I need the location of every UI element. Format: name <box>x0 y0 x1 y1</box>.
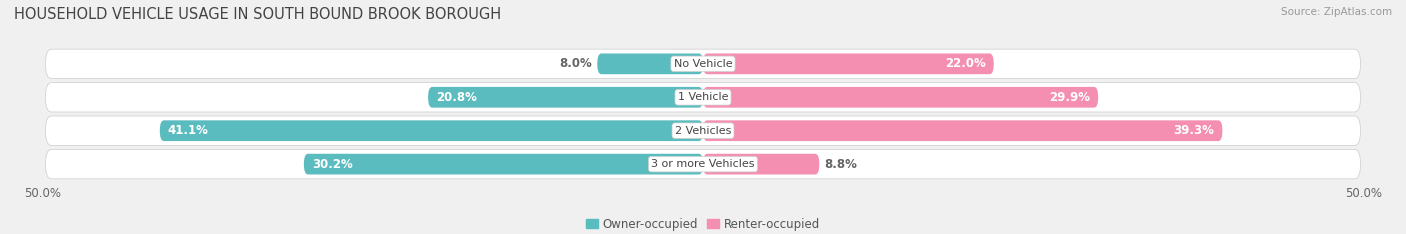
FancyBboxPatch shape <box>45 83 1361 112</box>
Text: 1 Vehicle: 1 Vehicle <box>678 92 728 102</box>
Legend: Owner-occupied, Renter-occupied: Owner-occupied, Renter-occupied <box>581 213 825 234</box>
FancyBboxPatch shape <box>703 54 994 74</box>
FancyBboxPatch shape <box>160 120 703 141</box>
Text: 29.9%: 29.9% <box>1049 91 1090 104</box>
Text: 2 Vehicles: 2 Vehicles <box>675 126 731 136</box>
Text: 22.0%: 22.0% <box>945 57 986 70</box>
FancyBboxPatch shape <box>45 49 1361 79</box>
Text: Source: ZipAtlas.com: Source: ZipAtlas.com <box>1281 7 1392 17</box>
FancyBboxPatch shape <box>427 87 703 108</box>
Text: 30.2%: 30.2% <box>312 158 353 171</box>
FancyBboxPatch shape <box>45 116 1361 145</box>
FancyBboxPatch shape <box>45 150 1361 179</box>
Text: 20.8%: 20.8% <box>436 91 477 104</box>
Text: No Vehicle: No Vehicle <box>673 59 733 69</box>
FancyBboxPatch shape <box>703 154 820 175</box>
Text: HOUSEHOLD VEHICLE USAGE IN SOUTH BOUND BROOK BOROUGH: HOUSEHOLD VEHICLE USAGE IN SOUTH BOUND B… <box>14 7 501 22</box>
Text: 39.3%: 39.3% <box>1174 124 1215 137</box>
FancyBboxPatch shape <box>304 154 703 175</box>
Text: 3 or more Vehicles: 3 or more Vehicles <box>651 159 755 169</box>
FancyBboxPatch shape <box>703 87 1098 108</box>
Text: 41.1%: 41.1% <box>167 124 208 137</box>
FancyBboxPatch shape <box>703 120 1222 141</box>
Text: 8.8%: 8.8% <box>824 158 858 171</box>
Text: 8.0%: 8.0% <box>560 57 592 70</box>
FancyBboxPatch shape <box>598 54 703 74</box>
